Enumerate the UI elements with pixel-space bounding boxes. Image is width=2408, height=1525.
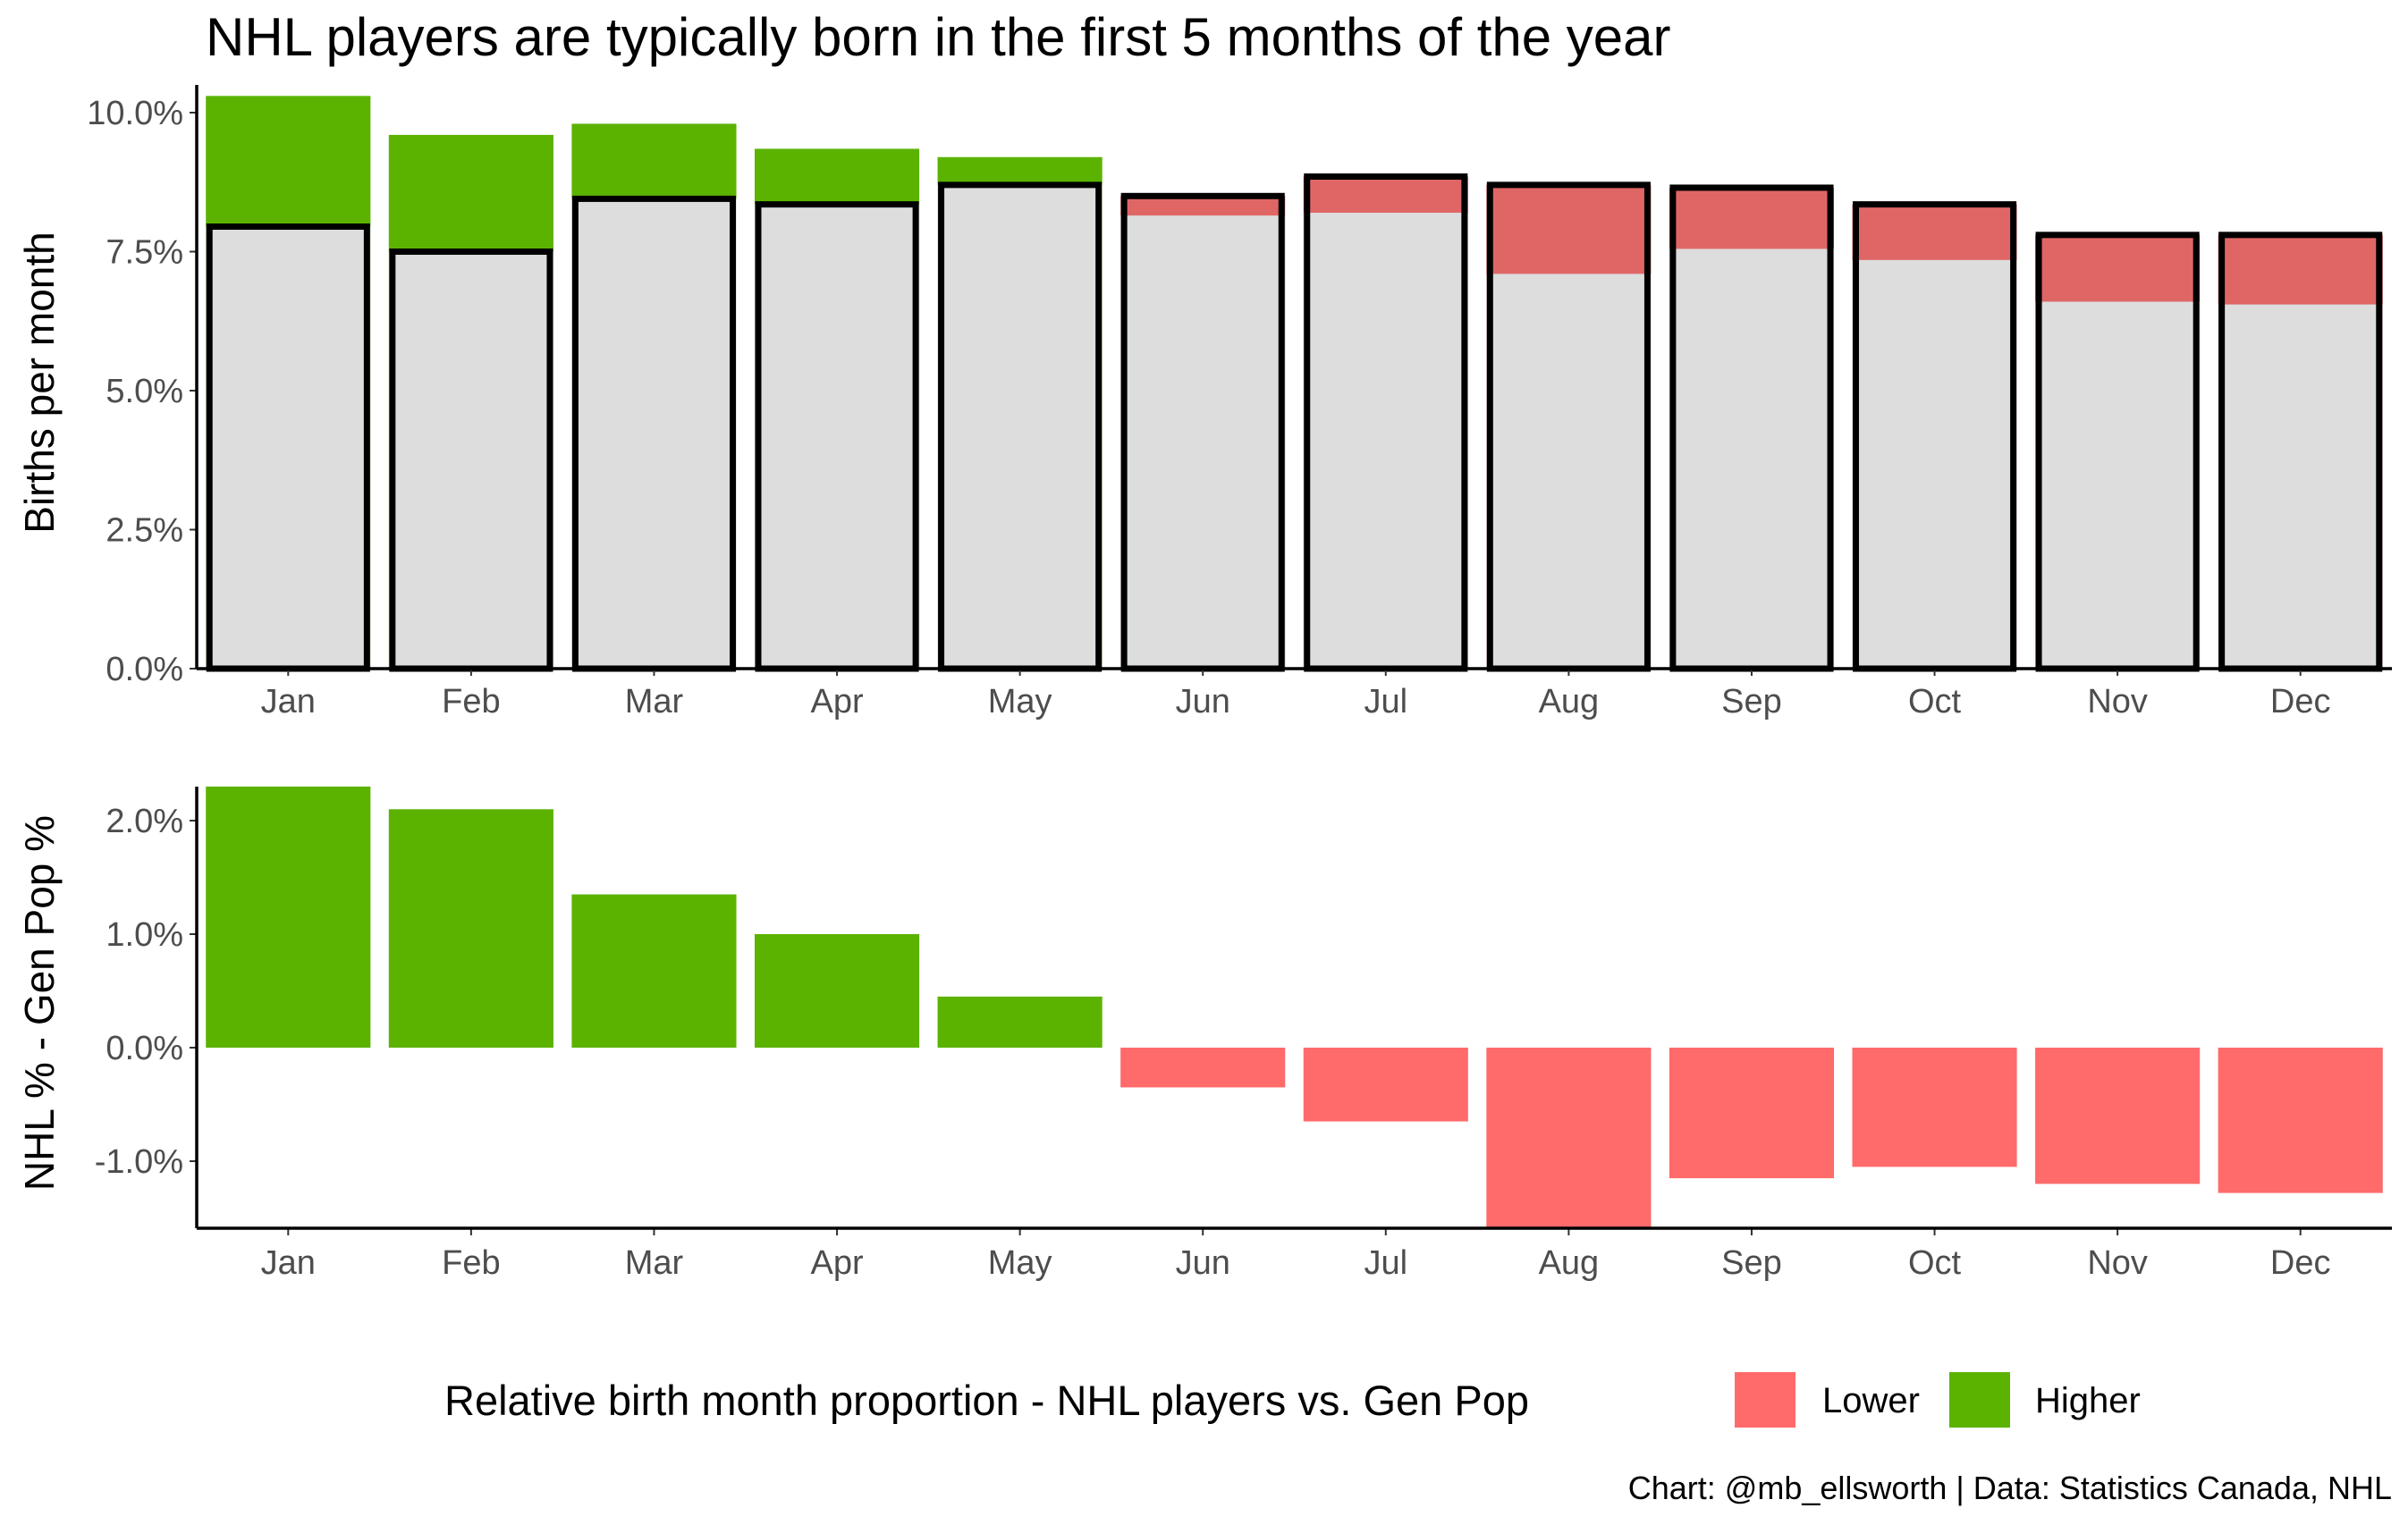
bottom-bars (206, 786, 2383, 1230)
top-x-tick-label: Jan (261, 683, 316, 720)
bottom-panel: NHL % - Gen Pop % -1.0% 0.0% 1.0% 2.0% Jan F… (16, 786, 2392, 1282)
bottom-y-tick-label: 0.0% (106, 1030, 183, 1067)
diff-bar-sep (1669, 1048, 1835, 1179)
legend-swatch-lower (1735, 1372, 1795, 1428)
legend-title: Relative birth month proportion - NHL pl… (444, 1377, 1529, 1424)
top-panel: Births per month 0.0% 2.5% 5.0% 7.5% 10.0% J… (16, 85, 2392, 720)
legend-swatch-higher (1949, 1372, 2010, 1428)
caption: Chart: @mb_ellsworth | Data: Statistics … (1628, 1470, 2392, 1506)
bottom-x-tick-label: Jul (1365, 1244, 1408, 1282)
overlap-bar-aug (1486, 274, 1652, 669)
top-x-tick-label: May (988, 683, 1052, 720)
overlap-bar-dec (2218, 304, 2383, 669)
diff-bar-apr (754, 934, 920, 1048)
legend-label-lower: Lower (1822, 1381, 1920, 1420)
bottom-x-tick-label: Jun (1176, 1244, 1230, 1282)
bottom-x-tick-label: Jan (261, 1244, 316, 1282)
bottom-x-tick-label: Mar (625, 1244, 684, 1282)
bottom-x-tick-label: May (988, 1244, 1052, 1282)
top-x-tick-label: Oct (1908, 683, 1962, 720)
top-x-tick-label: Nov (2087, 683, 2148, 720)
bottom-y-tick-label: 2.0% (106, 803, 183, 840)
legend-label-higher: Higher (2035, 1381, 2141, 1420)
bottom-x-tick-label: Oct (1908, 1244, 1962, 1282)
diff-bar-feb (388, 809, 553, 1048)
bottom-x-tick-label: Feb (442, 1244, 500, 1282)
overlap-bar-jan (206, 226, 371, 669)
top-x-tick-label: Jul (1365, 683, 1408, 720)
chart-title: NHL players are typically born in the fi… (206, 7, 1671, 67)
bottom-x-tick-label: Nov (2087, 1244, 2148, 1282)
top-bars (206, 96, 2383, 672)
overlap-bar-mar (571, 198, 737, 669)
bottom-x-tick-label: Dec (2270, 1244, 2331, 1282)
overlap-bar-jul (1303, 212, 1468, 669)
overlap-bar-sep (1669, 249, 1835, 669)
overlap-bar-oct (1852, 259, 2017, 669)
top-x-tick-label: Aug (1539, 683, 1600, 720)
diff-bar-nov (2035, 1048, 2201, 1184)
top-x-tick-label: Sep (1721, 683, 1782, 720)
diff-bar-aug (1486, 1048, 1652, 1230)
top-y-tick-label: 10.0% (87, 95, 183, 132)
overlap-bar-apr (754, 204, 920, 669)
top-x-tick-label: Apr (810, 683, 863, 720)
top-y-tick-label: 2.5% (106, 512, 183, 550)
top-y-axis-label: Births per month (16, 232, 63, 533)
bottom-y-axis-label: NHL % - Gen Pop % (16, 815, 63, 1191)
overlap-bar-may (937, 184, 1103, 670)
bottom-y-tick-label: -1.0% (95, 1143, 183, 1181)
overlap-bar-jun (1120, 215, 1286, 669)
bottom-y-ticks: -1.0% 0.0% 1.0% 2.0% (95, 803, 197, 1181)
bottom-x-tick-label: Aug (1539, 1244, 1600, 1282)
top-y-tick-label: 0.0% (106, 651, 183, 688)
legend: Relative birth month proportion - NHL pl… (444, 1372, 2141, 1428)
diff-bar-jun (1120, 1048, 1286, 1088)
diff-bar-mar (571, 894, 737, 1048)
top-x-tick-label: Feb (442, 683, 500, 720)
top-x-tick-labels: Jan Feb Mar Apr May Jun Jul Aug Sep Oct Nov Dec (261, 669, 2331, 720)
bottom-x-tick-labels: Jan Feb Mar Apr May Jun Jul Aug Sep Oct Nov Dec (261, 1228, 2331, 1282)
bottom-y-tick-label: 1.0% (106, 916, 183, 954)
diff-bar-dec (2218, 1048, 2383, 1193)
bottom-x-tick-label: Apr (810, 1244, 863, 1282)
diff-bar-oct (1852, 1048, 2017, 1167)
top-x-tick-label: Dec (2270, 683, 2331, 720)
top-x-tick-label: Mar (625, 683, 684, 720)
overlap-bar-feb (388, 251, 553, 669)
diff-bar-jul (1303, 1048, 1468, 1122)
diff-bar-may (937, 996, 1103, 1048)
top-x-tick-label: Jun (1176, 683, 1230, 720)
top-y-tick-label: 5.0% (106, 373, 183, 410)
top-y-tick-label: 7.5% (106, 234, 183, 272)
bottom-x-tick-label: Sep (1721, 1244, 1782, 1282)
top-y-ticks: 0.0% 2.5% 5.0% 7.5% 10.0% (87, 95, 197, 688)
diff-bar-jan (206, 786, 371, 1048)
overlap-bar-nov (2035, 301, 2201, 669)
